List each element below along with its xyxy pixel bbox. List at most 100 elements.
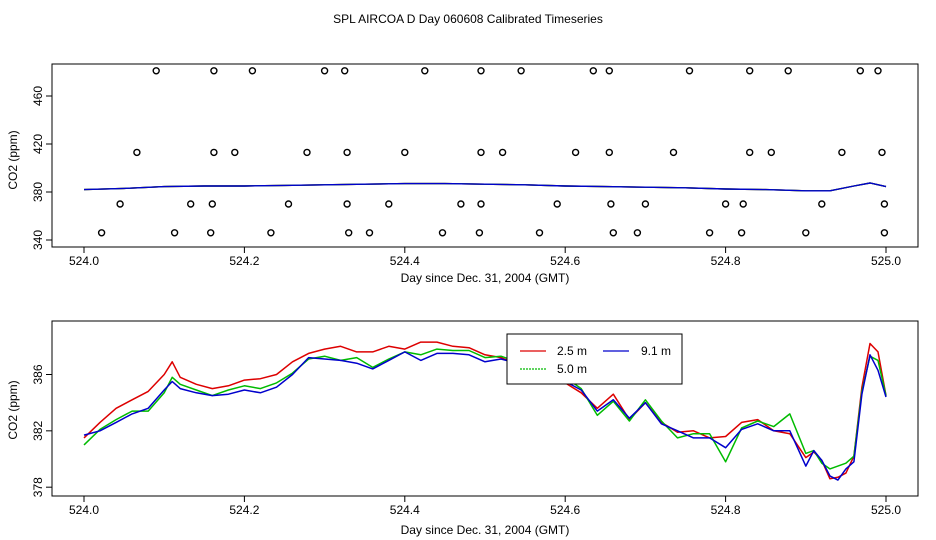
bottom-y-tick-label: 386 xyxy=(31,364,45,384)
calibration-point xyxy=(685,67,694,75)
top-y-tick-label: 460 xyxy=(31,86,45,106)
bottom-x-axis-label: Day since Dec. 31, 2004 (GMT) xyxy=(401,523,570,537)
bottom-x-tick-label: 524.0 xyxy=(69,503,99,517)
legend-label-9-1m: 9.1 m xyxy=(641,344,671,358)
calibration-point xyxy=(206,229,215,237)
calibration-point xyxy=(401,148,409,157)
top-x-axis: 524.0 524.2 524.4 524.6 524.8 525.0 xyxy=(69,247,901,268)
calibration-point xyxy=(116,200,124,208)
series-5-0m-line xyxy=(83,348,887,470)
top-plot-frame xyxy=(51,63,919,248)
legend: 2.5 m 5.0 m 9.1 m xyxy=(506,333,683,385)
calibration-point xyxy=(605,67,613,75)
calibration-point xyxy=(633,229,642,237)
bottom-x-tick-label: 524.8 xyxy=(711,503,741,517)
calibration-point xyxy=(477,148,485,157)
calibration-point xyxy=(186,200,195,208)
calibration-point xyxy=(210,67,218,75)
top-x-tick-label: 524.6 xyxy=(550,254,580,268)
top-x-tick-label: 524.2 xyxy=(229,254,259,268)
calibration-point xyxy=(303,148,311,157)
calibration-point xyxy=(669,148,678,157)
calibration-point xyxy=(784,67,792,75)
calibration-point xyxy=(721,200,730,208)
top-x-tick-label: 524.0 xyxy=(69,254,99,268)
series-2-5m-line xyxy=(83,341,887,480)
top-x-tick-label: 524.4 xyxy=(390,254,420,268)
calibration-point xyxy=(438,229,447,237)
calibration-point xyxy=(856,67,864,75)
top-y-tick-label: 340 xyxy=(31,230,45,250)
calibration-point xyxy=(208,200,217,208)
calibration-point xyxy=(133,148,141,157)
calibration-point xyxy=(535,229,544,237)
calibration-point xyxy=(767,148,775,157)
bottom-plot-frame xyxy=(51,320,919,497)
bottom-y-tick-label: 382 xyxy=(31,421,45,441)
calibration-point xyxy=(607,200,615,208)
calibration-point xyxy=(705,229,714,237)
calibration-point xyxy=(746,148,754,157)
calibration-point xyxy=(170,229,179,237)
bottom-y-axis-label: CO2 (ppm) xyxy=(6,380,20,439)
legend-label-5-0m: 5.0 m xyxy=(557,362,587,376)
top-panel: 524.0 524.2 524.4 524.6 524.8 525.0 340 380 420… xyxy=(6,63,919,285)
calibration-point xyxy=(477,200,485,208)
top-y-axis: 340 380 420 460 xyxy=(31,86,52,250)
calibration-point xyxy=(641,200,650,208)
series-9-1m-line xyxy=(83,351,887,481)
bottom-y-axis: 378 382 386 xyxy=(31,364,52,497)
calibration-point xyxy=(457,200,465,208)
calibration-point xyxy=(746,67,754,75)
bottom-x-tick-label: 524.2 xyxy=(229,503,259,517)
calibration-point xyxy=(343,200,351,208)
top-trace-group xyxy=(83,182,887,192)
calibration-point xyxy=(880,200,889,208)
calibration-point xyxy=(553,200,561,208)
top-x-tick-label: 525.0 xyxy=(871,254,901,268)
top-y-tick-label: 380 xyxy=(31,182,45,202)
calibration-point xyxy=(320,67,329,75)
calibration-point xyxy=(737,229,746,237)
top-y-tick-label: 420 xyxy=(31,134,45,154)
calibration-point xyxy=(605,148,613,157)
bottom-x-axis: 524.0 524.2 524.4 524.6 524.8 525.0 xyxy=(69,496,901,517)
calibration-point xyxy=(589,67,597,75)
calibration-point xyxy=(343,148,351,157)
calibration-point xyxy=(739,200,747,208)
calibration-point xyxy=(421,67,429,75)
bottom-y-tick-label: 378 xyxy=(31,477,45,497)
calibration-point xyxy=(878,148,886,157)
calibration-point xyxy=(475,229,484,237)
calibration-point xyxy=(345,229,353,237)
calibration-point xyxy=(609,229,617,237)
calibration-point xyxy=(284,200,293,208)
calibration-point xyxy=(267,229,275,237)
calibration-point xyxy=(498,148,507,157)
legend-box xyxy=(506,333,683,385)
calibration-point xyxy=(571,148,580,157)
calibration-point xyxy=(874,67,882,75)
calibration-point xyxy=(231,148,239,157)
calibration-point xyxy=(517,67,525,75)
calibration-point xyxy=(880,229,889,237)
top-y-axis-label: CO2 (ppm) xyxy=(6,130,20,189)
bottom-panel: 524.0 524.2 524.4 524.6 524.8 525.0 378 382 386… xyxy=(6,320,919,537)
top-x-tick-label: 524.8 xyxy=(711,254,741,268)
calibration-point xyxy=(248,67,257,75)
calibration-point xyxy=(152,67,160,75)
top-x-axis-label: Day since Dec. 31, 2004 (GMT) xyxy=(401,271,570,285)
bottom-line-group xyxy=(83,341,887,481)
top-trace-9-1m xyxy=(83,182,887,192)
calibration-point xyxy=(477,67,485,75)
calibration-point xyxy=(838,148,846,157)
calibration-point xyxy=(341,67,349,75)
legend-label-2-5m: 2.5 m xyxy=(557,344,587,358)
calibration-point xyxy=(97,229,106,237)
calibration-point xyxy=(210,148,218,157)
calibration-point xyxy=(802,229,810,237)
calibration-point xyxy=(385,200,393,208)
page-title: SPL AIRCOA D Day 060608 Calibrated Times… xyxy=(333,12,603,26)
bottom-x-tick-label: 524.4 xyxy=(390,503,420,517)
top-point-group xyxy=(97,67,889,237)
